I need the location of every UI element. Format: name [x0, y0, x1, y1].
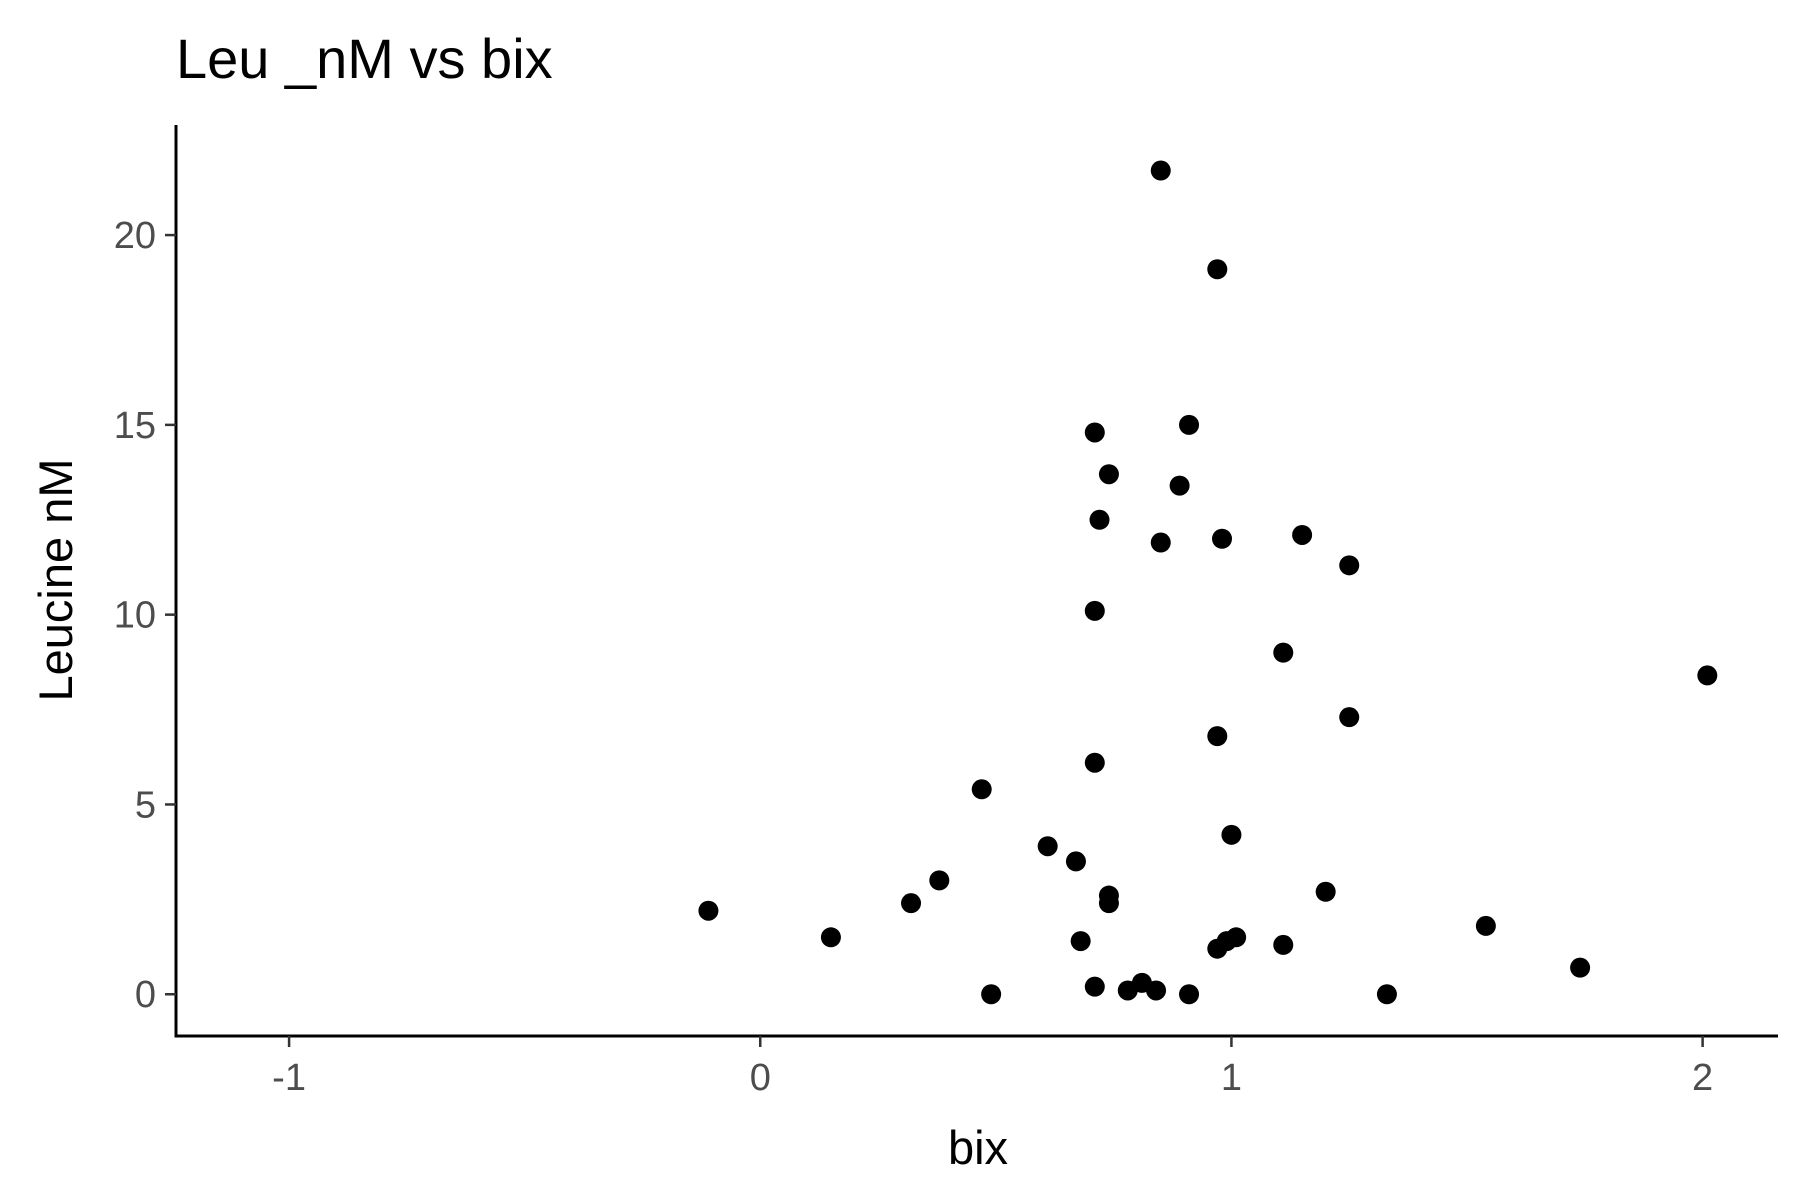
data-point [1339, 555, 1360, 576]
data-point [1179, 984, 1200, 1005]
data-point [1084, 600, 1105, 621]
data-point [1315, 881, 1336, 902]
data-point [1084, 752, 1105, 773]
data-point [1037, 836, 1058, 857]
data-point [1169, 475, 1190, 496]
data-point [1376, 984, 1397, 1005]
y-tick-label: 0 [135, 974, 156, 1016]
y-axis: 0 5 10 15 20 [114, 125, 178, 1038]
y-axis-title: Leucine nM [29, 459, 82, 702]
data-point [1065, 851, 1086, 872]
data-point [981, 984, 1002, 1005]
data-point [1117, 980, 1138, 1001]
data-point [1146, 980, 1167, 1001]
x-axis: -1 0 1 2 [174, 1034, 1778, 1099]
data-point [1207, 259, 1228, 280]
data-point [1084, 422, 1105, 443]
data-point [1212, 528, 1233, 549]
data-point [820, 927, 841, 948]
data-point [1207, 938, 1228, 959]
data-point [901, 893, 922, 914]
data-point [1089, 509, 1110, 530]
y-tick-label: 5 [135, 784, 156, 826]
data-point [1221, 824, 1242, 845]
data-point [1098, 893, 1119, 914]
data-point [1070, 931, 1091, 952]
data-point [1150, 160, 1171, 181]
data-point [929, 870, 950, 891]
data-point [1150, 532, 1171, 553]
data-point [1339, 707, 1360, 728]
x-tick-label: 1 [1221, 1057, 1242, 1099]
data-points [698, 160, 1718, 1005]
data-point [971, 779, 992, 800]
y-tick-label: 20 [114, 215, 156, 257]
y-tick-label: 15 [114, 405, 156, 447]
data-point [1084, 976, 1105, 997]
data-point [1292, 524, 1313, 545]
chart-title: Leu _nM vs bix [176, 27, 553, 90]
data-point [1475, 915, 1496, 936]
data-point [1273, 934, 1294, 955]
data-point [698, 900, 719, 921]
x-tick-label: 2 [1692, 1057, 1713, 1099]
x-tick-label: -1 [272, 1057, 306, 1099]
data-point [1098, 464, 1119, 485]
y-tick-label: 10 [114, 595, 156, 637]
x-axis-title: bix [948, 1121, 1008, 1174]
x-tick-label: 0 [750, 1057, 771, 1099]
data-point [1179, 414, 1200, 435]
data-point [1273, 642, 1294, 663]
data-point [1697, 665, 1718, 686]
data-point [1570, 957, 1591, 978]
data-point [1207, 726, 1228, 747]
